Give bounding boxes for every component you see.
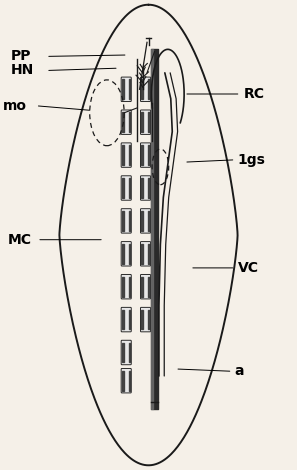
FancyBboxPatch shape	[121, 209, 131, 233]
FancyBboxPatch shape	[121, 176, 131, 200]
FancyBboxPatch shape	[121, 368, 131, 393]
FancyBboxPatch shape	[140, 242, 151, 266]
Text: 1gs: 1gs	[238, 153, 266, 167]
FancyBboxPatch shape	[140, 110, 151, 134]
Text: RC: RC	[244, 87, 265, 101]
FancyBboxPatch shape	[140, 209, 151, 233]
Text: a: a	[235, 364, 244, 378]
FancyBboxPatch shape	[140, 143, 151, 167]
FancyBboxPatch shape	[121, 274, 131, 299]
FancyBboxPatch shape	[121, 242, 131, 266]
FancyBboxPatch shape	[121, 77, 131, 102]
FancyBboxPatch shape	[140, 274, 151, 299]
FancyBboxPatch shape	[140, 176, 151, 200]
Text: HN: HN	[10, 63, 34, 78]
FancyBboxPatch shape	[121, 307, 131, 332]
FancyBboxPatch shape	[121, 340, 131, 365]
FancyBboxPatch shape	[121, 110, 131, 134]
Text: MC: MC	[7, 233, 31, 247]
Text: mo: mo	[3, 99, 27, 113]
FancyBboxPatch shape	[140, 307, 151, 332]
FancyBboxPatch shape	[121, 143, 131, 167]
Text: PP: PP	[10, 49, 31, 63]
FancyBboxPatch shape	[140, 77, 151, 102]
Text: VC: VC	[238, 261, 259, 275]
